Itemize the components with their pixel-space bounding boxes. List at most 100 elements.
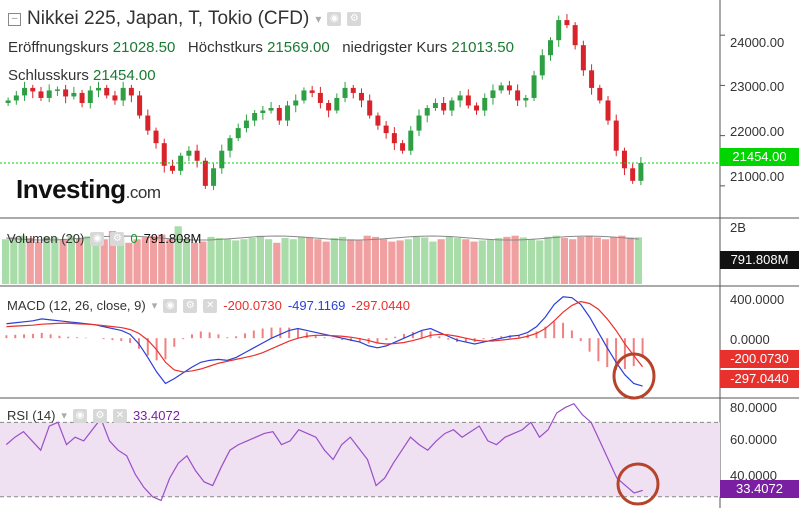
volume-bar <box>429 241 437 284</box>
volume-bar <box>347 239 355 284</box>
chevron-down-icon[interactable]: ▾ <box>61 410 67 422</box>
rsi-tick: 40.0000 <box>730 468 777 483</box>
high-value: 21569.00 <box>267 39 330 56</box>
candle-body <box>342 87 348 98</box>
candle-body <box>301 90 307 101</box>
volume-bar <box>166 239 174 284</box>
highlight-circle <box>616 462 660 506</box>
candle-body <box>202 160 208 186</box>
candle-body <box>547 40 553 56</box>
candle-body <box>539 55 545 76</box>
volume-label: Volumen (20) <box>7 231 85 246</box>
gear-icon[interactable]: ⚙ <box>110 231 125 246</box>
candle-body <box>400 143 406 151</box>
candle-body <box>186 150 192 156</box>
volume-bar <box>26 238 34 284</box>
volume-bar <box>421 237 429 284</box>
candle-body <box>112 95 118 101</box>
candle-body <box>613 120 619 151</box>
candle-body <box>235 128 241 139</box>
candle-body <box>293 100 299 106</box>
volume-bar <box>199 241 207 284</box>
last-price-tag: 21454.00 <box>720 148 799 166</box>
volume-bar <box>536 240 544 284</box>
low-label: niedrigster Kurs <box>342 39 448 56</box>
volume-bar <box>149 236 158 284</box>
volume-bar <box>486 239 495 284</box>
close-icon[interactable]: ✕ <box>112 408 127 423</box>
candle-body <box>326 102 332 111</box>
candle-body <box>580 45 586 71</box>
eye-icon[interactable]: ◉ <box>72 408 87 423</box>
candle-body <box>169 165 175 171</box>
macd-hist-value: -200.0730 <box>223 298 282 313</box>
candle-body <box>71 92 77 97</box>
candle-body <box>416 115 422 131</box>
candle-body <box>309 90 315 93</box>
candle-body <box>572 25 578 46</box>
symbol-header: – Nikkei 225, Japan, T, Tokio (CFD) ▾ ◉ … <box>8 8 362 30</box>
candle-body <box>490 90 496 98</box>
candle-body <box>589 70 595 88</box>
eye-icon[interactable]: ◉ <box>90 231 105 246</box>
price-tick: 24000.00 <box>730 35 785 50</box>
volume-bar <box>92 240 100 284</box>
volume-bar <box>10 236 18 284</box>
brand-suffix: .com <box>125 183 161 202</box>
close-icon[interactable]: ✕ <box>203 298 218 313</box>
candle-body <box>506 85 512 91</box>
macd-signal-value: -297.0440 <box>351 298 410 313</box>
candle-body <box>5 100 11 103</box>
rsi-band <box>0 422 720 497</box>
macd-line <box>6 296 643 387</box>
volume-bar <box>223 239 232 284</box>
volume-bar <box>18 235 26 284</box>
symbol-title: Nikkei 225, Japan, T, Tokio (CFD) <box>27 8 310 29</box>
candle-body <box>317 92 323 103</box>
volume-bar <box>338 236 347 284</box>
candle-body <box>211 168 217 186</box>
macd-value: -497.1169 <box>287 298 346 313</box>
volume-bar <box>248 238 256 284</box>
volume-bar <box>453 238 462 284</box>
brand-name: Investing <box>16 174 126 204</box>
chevron-down-icon[interactable]: ▾ <box>151 300 158 312</box>
volume-bar <box>462 239 470 284</box>
volume-bar <box>478 240 486 284</box>
highlight-circle <box>612 352 656 400</box>
candle-body <box>276 108 282 121</box>
volume-bar <box>601 239 610 284</box>
volume-bar <box>618 235 626 284</box>
volume-bar <box>281 238 289 284</box>
price-tick: 22000.00 <box>730 124 785 139</box>
candle-body <box>383 125 389 134</box>
eye-icon[interactable]: ◉ <box>163 298 178 313</box>
volume-bar <box>84 236 92 284</box>
volume-bar <box>43 236 51 284</box>
volume-bar <box>289 239 297 284</box>
candle-body <box>161 143 167 166</box>
candle-body <box>145 115 151 131</box>
volume-bar <box>577 236 585 284</box>
macd-signal-line <box>6 300 644 373</box>
candle-body <box>252 113 258 121</box>
price-tick: 23000.00 <box>730 79 785 94</box>
volume-bar <box>527 239 536 284</box>
volume-bar <box>445 236 453 284</box>
eye-icon[interactable]: ◉ <box>327 12 342 26</box>
candle-body <box>334 97 340 111</box>
volume-bar <box>240 239 248 284</box>
volume-bar <box>117 235 125 284</box>
chevron-down-icon[interactable]: ▾ <box>315 12 322 26</box>
volume-bar <box>610 236 618 284</box>
ohlc-row-2: Schlusskurs 21454.00 <box>8 67 156 84</box>
volume-bar <box>158 234 166 284</box>
volume-bar <box>273 242 281 284</box>
collapse-icon[interactable]: – <box>8 12 21 26</box>
volume-bar <box>100 239 108 284</box>
gear-icon[interactable]: ⚙ <box>183 298 198 313</box>
gear-icon[interactable]: ⚙ <box>92 408 107 423</box>
gear-icon[interactable]: ⚙ <box>347 12 362 26</box>
price-tick: 21000.00 <box>730 169 785 184</box>
